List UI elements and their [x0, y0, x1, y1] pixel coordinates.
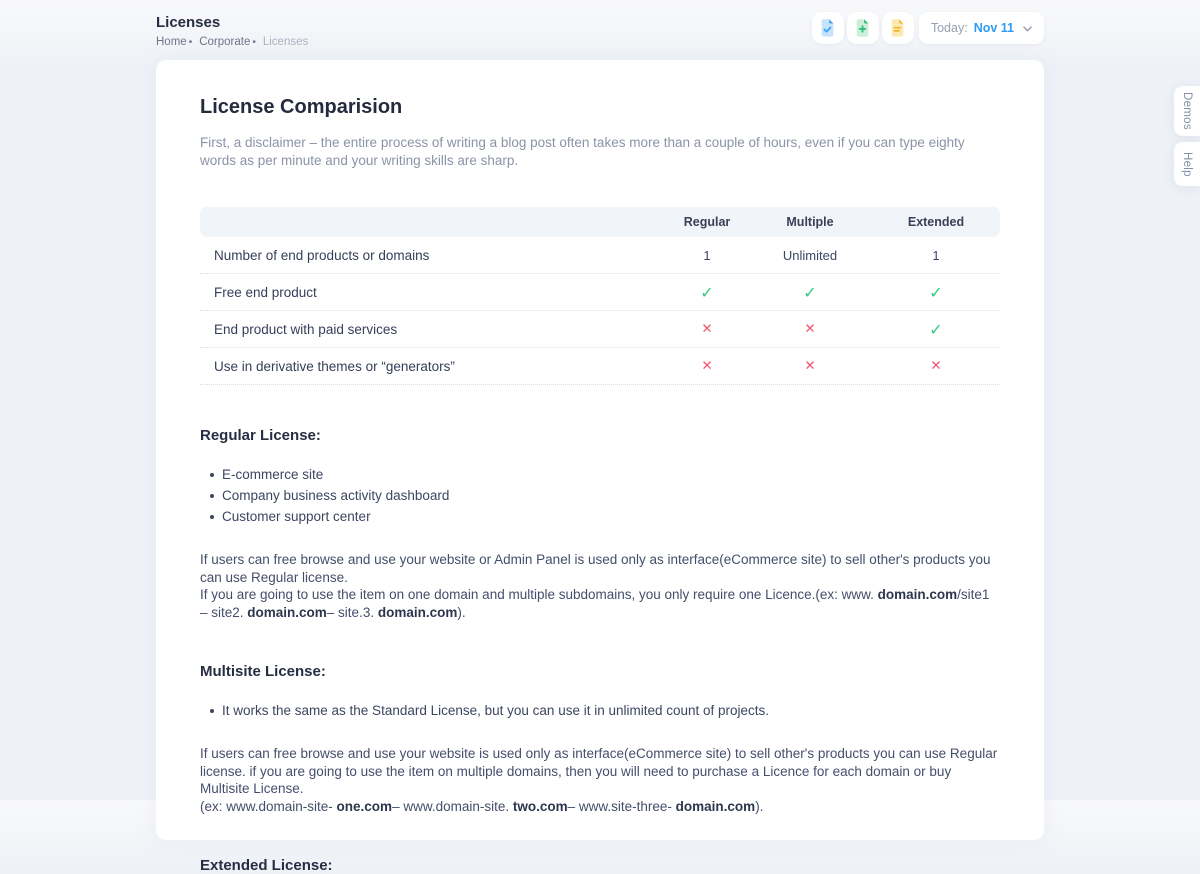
- file-plus-icon: [854, 19, 871, 37]
- header-actions: Today: Nov 11: [809, 12, 1044, 44]
- license-card: License Comparision First, a disclaimer …: [156, 60, 1044, 874]
- check-icon: ✓: [700, 282, 714, 302]
- card-title: License Comparision: [200, 96, 403, 118]
- section-paragraph: If users can free browse and use your we…: [200, 552, 991, 585]
- breadcrumb-item[interactable]: Corporate: [199, 36, 251, 48]
- comparison-table: Regular Multiple Extended Number of end pr…: [200, 207, 1000, 385]
- section-paragraph: If you are going to use the item on one …: [200, 587, 990, 620]
- table-row: Number of end products or domains 1 Unlimi…: [200, 237, 1000, 274]
- breadcrumb-item: Licenses: [262, 36, 309, 48]
- table-body: Number of end products or domains 1 Unlimi…: [200, 237, 1000, 385]
- cross-icon: ✕: [804, 321, 816, 337]
- column-header: Multiple: [786, 215, 834, 229]
- bullet-list: It works the same as the Standard Licens…: [200, 700, 1000, 721]
- table-row: Free end product ✓ ✓ ✓: [200, 274, 1000, 311]
- column-header: Extended: [907, 215, 965, 229]
- breadcrumb-separator: •: [252, 37, 256, 48]
- file-check-button[interactable]: [811, 12, 844, 44]
- feature-label: Use in derivative themes or “generators”: [214, 358, 455, 374]
- cell-value: 1: [703, 247, 711, 263]
- cell-value: Unlimited: [782, 247, 838, 263]
- section-heading: Extended License:: [200, 857, 333, 874]
- cross-icon: ✕: [701, 321, 713, 337]
- file-plus-button[interactable]: [846, 12, 879, 44]
- date-filter[interactable]: Today: Nov 11: [918, 12, 1044, 44]
- cross-icon: ✕: [701, 358, 713, 374]
- feature-label: Number of end products or domains: [214, 247, 430, 263]
- check-icon: ✓: [929, 282, 943, 302]
- cross-icon: ✕: [804, 358, 816, 374]
- table-row: End product with paid services ✕ ✕ ✓: [200, 311, 1000, 348]
- page-header: Licenses Home • Corporate • Licenses Today: …: [156, 12, 1044, 48]
- date-filter-value: Nov 11: [973, 21, 1014, 35]
- date-filter-label: Today:: [930, 21, 968, 35]
- breadcrumb: Home • Corporate • Licenses: [156, 36, 310, 48]
- bullet-item: Customer support center: [210, 506, 1000, 527]
- table-header-row: Regular Multiple Extended: [200, 207, 1000, 237]
- column-header: Regular: [683, 215, 731, 229]
- cell-value: 1: [932, 247, 940, 263]
- check-icon: ✓: [929, 319, 943, 339]
- license-section: Extended License:: [200, 857, 1000, 874]
- breadcrumb-separator: •: [188, 37, 193, 48]
- license-sections: Regular License: E-commerce site Company b…: [200, 427, 1000, 874]
- bullet-item: E-commerce site: [210, 464, 1000, 485]
- file-check-icon: [819, 19, 836, 37]
- table-row: Use in derivative themes or “generators”…: [200, 348, 1000, 385]
- side-tab-help[interactable]: Help: [1174, 142, 1200, 186]
- license-section: Multisite License: It works the same as t…: [200, 663, 1000, 815]
- breadcrumb-item[interactable]: Home: [156, 36, 187, 48]
- license-section: Regular License: E-commerce site Company b…: [200, 427, 1000, 621]
- file-lines-icon: [889, 19, 906, 37]
- feature-label: End product with paid services: [214, 321, 398, 337]
- page-title: Licenses: [156, 14, 221, 31]
- feature-label: Free end product: [214, 284, 317, 300]
- card-intro: First, a disclaimer – the entire process…: [200, 135, 965, 168]
- cross-icon: ✕: [930, 358, 942, 374]
- bullet-item: Company business activity dashboard: [210, 485, 1000, 506]
- chevron-down-icon: [1023, 21, 1032, 35]
- section-paragraph: (ex: www.domain-site- one.com– www.domai…: [200, 798, 764, 814]
- section-paragraph: If users can free browse and use your we…: [200, 746, 998, 796]
- side-tab-demos[interactable]: Demos: [1174, 86, 1200, 136]
- bullet-list: E-commerce site Company business activity…: [200, 464, 1000, 527]
- check-icon: ✓: [803, 282, 817, 302]
- file-lines-button[interactable]: [881, 12, 914, 44]
- section-heading: Multisite License:: [200, 663, 326, 680]
- bullet-item: It works the same as the Standard Licens…: [210, 700, 1000, 721]
- header-left: Licenses Home • Corporate • Licenses: [156, 12, 310, 48]
- section-heading: Regular License:: [200, 427, 321, 444]
